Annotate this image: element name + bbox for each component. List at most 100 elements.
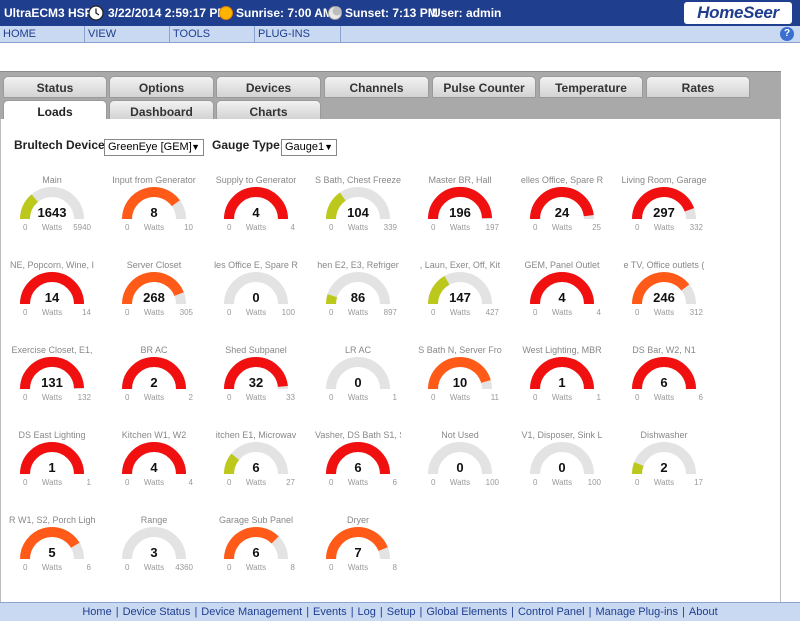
gauge-title: Range bbox=[140, 515, 168, 525]
footer-link[interactable]: About bbox=[688, 606, 718, 618]
gauge-min: 0 bbox=[23, 563, 28, 572]
footer-link[interactable]: Log bbox=[357, 606, 376, 618]
gauge-track-arc bbox=[122, 527, 186, 560]
brultech-device-value: GreenEye [GEM] bbox=[108, 141, 192, 153]
footer-link[interactable]: Device Status bbox=[122, 606, 191, 618]
gauge-value: 2 bbox=[660, 460, 668, 475]
gauge-max: 100 bbox=[587, 478, 601, 487]
gauge-min: 0 bbox=[533, 308, 538, 317]
gauge-title: R W1, S2, Porch Ligh bbox=[9, 515, 95, 525]
gauge-value: 8 bbox=[150, 205, 158, 220]
gauge-max: 25 bbox=[592, 223, 601, 232]
homeseer-logo: HomeSeer bbox=[684, 2, 792, 24]
tab-devices[interactable]: Devices bbox=[216, 76, 321, 98]
gauge-unit: Watts bbox=[653, 478, 675, 487]
gauge-title: West Lighting, MBR bbox=[522, 345, 602, 355]
tab-loads[interactable]: Loads bbox=[3, 100, 107, 121]
help-icon[interactable]: ? bbox=[780, 27, 794, 41]
tab-pulse-counter[interactable]: Pulse Counter bbox=[432, 76, 536, 98]
gauge-min: 0 bbox=[431, 308, 436, 317]
gauge-unit: Watts bbox=[653, 223, 675, 232]
gauge-value: 0 bbox=[252, 290, 260, 305]
gauge-fill-arc bbox=[20, 194, 39, 220]
footer-link[interactable]: Control Panel bbox=[517, 606, 585, 618]
gauge-value: 10 bbox=[452, 375, 468, 390]
gauge-unit: Watts bbox=[449, 223, 471, 232]
moon-icon bbox=[328, 6, 342, 20]
tab-dashboard[interactable]: Dashboard bbox=[109, 100, 214, 120]
gauge-unit: Watts bbox=[41, 478, 63, 487]
gauge-min: 0 bbox=[329, 223, 334, 232]
tab-charts[interactable]: Charts bbox=[216, 100, 321, 120]
gauge-card: Main 1643 0 Watts 5940 bbox=[9, 175, 95, 245]
gauge-value: 6 bbox=[354, 460, 362, 475]
gauge-unit: Watts bbox=[551, 308, 573, 317]
gauge-dial bbox=[122, 272, 186, 305]
gauge-dial bbox=[224, 187, 288, 220]
gauge-card: itchen E1, Microwav 6 0 Watts 27 bbox=[213, 430, 299, 500]
gauge-dial bbox=[20, 272, 84, 305]
gauge-fill-arc bbox=[122, 187, 180, 220]
menu-home[interactable]: HOME bbox=[0, 26, 85, 42]
gauge-unit: Watts bbox=[245, 563, 267, 572]
tab-options[interactable]: Options bbox=[109, 76, 214, 98]
gauge-card: Kitchen W1, W2 4 0 Watts 4 bbox=[111, 430, 197, 500]
gauge-dial bbox=[224, 527, 288, 560]
tab-temperature[interactable]: Temperature bbox=[539, 76, 643, 98]
gauge-value: 1 bbox=[558, 375, 566, 390]
tab-channels[interactable]: Channels bbox=[324, 76, 429, 98]
gauge-value: 6 bbox=[252, 460, 260, 475]
gauge-max: 5940 bbox=[73, 223, 91, 232]
footer-link[interactable]: Manage Plug-ins bbox=[595, 606, 679, 618]
gauge-card: hen E2, E3, Refriger 86 0 Watts 897 bbox=[315, 260, 401, 330]
gauge-min: 0 bbox=[23, 393, 28, 402]
menu-tools[interactable]: TOOLS bbox=[170, 26, 255, 42]
gauge-dial bbox=[122, 187, 186, 220]
brultech-device-select[interactable]: GreenEye [GEM] ▼ bbox=[104, 139, 204, 156]
gauge-dial bbox=[632, 187, 696, 220]
gauge-type-select[interactable]: Gauge1 ▼ bbox=[281, 139, 337, 156]
gauge-value: 0 bbox=[558, 460, 566, 475]
gauge-fill-arc bbox=[224, 453, 240, 475]
gauge-value: 268 bbox=[143, 290, 165, 305]
gauge-unit: Watts bbox=[143, 223, 165, 232]
footer-separator: | bbox=[379, 606, 383, 618]
gauge-min: 0 bbox=[23, 308, 28, 317]
gauge-fill-arc bbox=[428, 357, 491, 390]
gauge-min: 0 bbox=[23, 223, 28, 232]
gauge-min: 0 bbox=[125, 223, 130, 232]
gauge-dial bbox=[428, 357, 492, 390]
gauge-max: 6 bbox=[392, 478, 397, 487]
gauge-fill-arc bbox=[530, 357, 594, 390]
menu-view[interactable]: VIEW bbox=[85, 26, 170, 42]
gauge-max: 1 bbox=[86, 478, 91, 487]
gauge-card: GEM, Panel Outlet 4 0 Watts 4 bbox=[519, 260, 605, 330]
gauge-min: 0 bbox=[23, 478, 28, 487]
gauge-title: Kitchen W1, W2 bbox=[121, 430, 187, 440]
footer-link[interactable]: Global Elements bbox=[426, 606, 508, 618]
gauge-max: 132 bbox=[77, 393, 91, 402]
gauge-fill-arc bbox=[530, 186, 594, 220]
tab-rates[interactable]: Rates bbox=[646, 76, 750, 98]
footer-separator: | bbox=[682, 606, 685, 618]
gauge-unit: Watts bbox=[551, 393, 573, 402]
gauge-min: 0 bbox=[227, 478, 232, 487]
gauge-card: Dishwasher 2 0 Watts 17 bbox=[621, 430, 707, 500]
footer-link[interactable]: Setup bbox=[386, 606, 416, 618]
gauge-title: e TV, Office outlets ( bbox=[623, 260, 705, 270]
gauge-title: Server Closet bbox=[126, 260, 182, 270]
gauge-min: 0 bbox=[329, 393, 334, 402]
datetime-text: 3/22/2014 2:59:17 PM bbox=[108, 6, 228, 20]
footer-link[interactable]: Events bbox=[313, 606, 347, 618]
gauge-fill-arc bbox=[20, 272, 84, 305]
tab-status[interactable]: Status bbox=[3, 76, 107, 98]
gauge-title: Master BR, Hall bbox=[428, 175, 492, 185]
gauge-title: Garage Sub Panel bbox=[218, 515, 294, 525]
footer-separator: | bbox=[194, 606, 198, 618]
gauge-title: S Bath, Chest Freeze bbox=[315, 175, 401, 185]
menu-plugins[interactable]: PLUG-INS bbox=[255, 26, 341, 42]
footer-link[interactable]: Home bbox=[82, 606, 112, 618]
gauge-fill-arc bbox=[122, 272, 184, 305]
footer-link[interactable]: Device Management bbox=[201, 606, 303, 618]
gauge-card: Vasher, DS Bath S1, S 6 0 Watts 6 bbox=[315, 430, 401, 500]
